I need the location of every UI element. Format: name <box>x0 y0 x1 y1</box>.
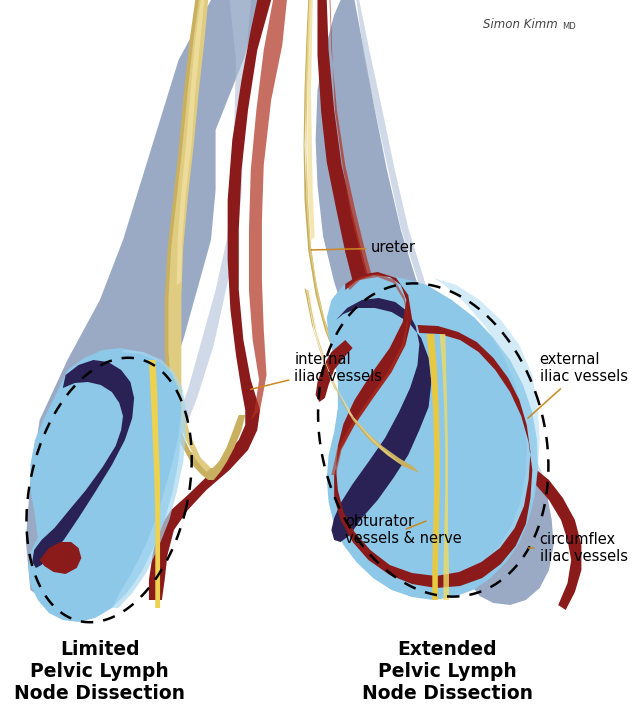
Polygon shape <box>149 360 160 608</box>
Polygon shape <box>316 340 353 402</box>
Polygon shape <box>26 0 262 600</box>
Polygon shape <box>100 0 251 580</box>
Text: MD: MD <box>562 22 575 31</box>
Text: ureter: ureter <box>311 240 416 256</box>
Polygon shape <box>165 0 245 480</box>
Polygon shape <box>306 290 401 464</box>
Polygon shape <box>331 298 431 542</box>
Text: Limited: Limited <box>60 640 140 659</box>
Polygon shape <box>304 288 419 473</box>
Polygon shape <box>357 0 547 490</box>
Polygon shape <box>40 542 81 574</box>
Polygon shape <box>433 278 540 582</box>
Polygon shape <box>306 0 396 428</box>
Polygon shape <box>308 0 315 240</box>
Text: external
iliac vessels: external iliac vessels <box>528 352 628 418</box>
Polygon shape <box>33 360 134 568</box>
Text: internal
iliac vessels: internal iliac vessels <box>251 352 382 389</box>
Text: obturator
vessels & nerve: obturator vessels & nerve <box>345 514 462 546</box>
Polygon shape <box>334 272 532 588</box>
Polygon shape <box>149 0 271 600</box>
Polygon shape <box>149 360 160 608</box>
Polygon shape <box>318 0 581 610</box>
Text: Pelvic Lymph: Pelvic Lymph <box>378 662 517 681</box>
Polygon shape <box>304 0 431 450</box>
Polygon shape <box>316 0 554 605</box>
Polygon shape <box>427 334 440 600</box>
Polygon shape <box>112 350 186 608</box>
Polygon shape <box>177 0 205 285</box>
Text: Extended: Extended <box>397 640 497 659</box>
Text: Node Dissection: Node Dissection <box>14 684 186 703</box>
Polygon shape <box>29 348 181 622</box>
Text: circumflex
iliac vessels: circumflex iliac vessels <box>529 531 628 564</box>
Polygon shape <box>168 0 211 472</box>
Polygon shape <box>331 274 408 475</box>
Polygon shape <box>440 334 449 600</box>
Polygon shape <box>327 275 538 600</box>
Polygon shape <box>249 0 287 420</box>
Polygon shape <box>329 0 402 357</box>
Text: Simon Kimm: Simon Kimm <box>484 18 558 31</box>
Polygon shape <box>309 290 353 417</box>
Text: Pelvic Lymph: Pelvic Lymph <box>31 662 169 681</box>
Text: Node Dissection: Node Dissection <box>362 684 533 703</box>
